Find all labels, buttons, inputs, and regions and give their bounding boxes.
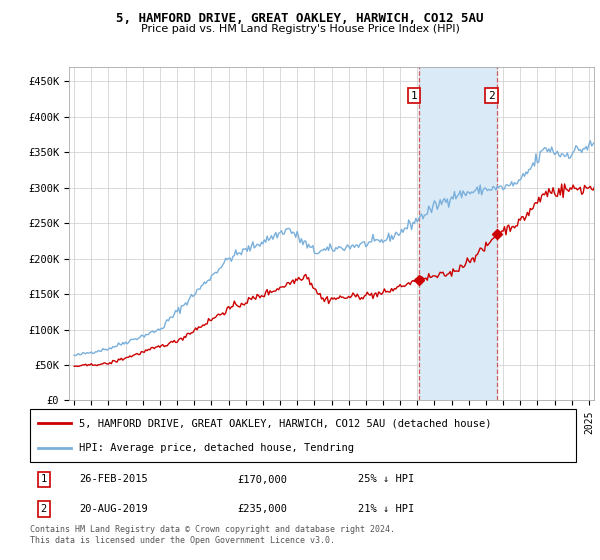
Text: £170,000: £170,000	[238, 474, 287, 484]
Text: Contains HM Land Registry data © Crown copyright and database right 2024.
This d: Contains HM Land Registry data © Crown c…	[30, 525, 395, 545]
Text: 1: 1	[411, 91, 418, 101]
Text: 2: 2	[488, 91, 495, 101]
Text: 2: 2	[41, 504, 47, 514]
Text: 20-AUG-2019: 20-AUG-2019	[79, 504, 148, 514]
Text: 1: 1	[41, 474, 47, 484]
Text: 26-FEB-2015: 26-FEB-2015	[79, 474, 148, 484]
Text: 5, HAMFORD DRIVE, GREAT OAKLEY, HARWICH, CO12 5AU: 5, HAMFORD DRIVE, GREAT OAKLEY, HARWICH,…	[116, 12, 484, 25]
Text: HPI: Average price, detached house, Tendring: HPI: Average price, detached house, Tend…	[79, 442, 354, 452]
Text: 21% ↓ HPI: 21% ↓ HPI	[358, 504, 414, 514]
Text: Price paid vs. HM Land Registry's House Price Index (HPI): Price paid vs. HM Land Registry's House …	[140, 24, 460, 34]
Bar	[419, 67, 497, 400]
Text: 5, HAMFORD DRIVE, GREAT OAKLEY, HARWICH, CO12 5AU (detached house): 5, HAMFORD DRIVE, GREAT OAKLEY, HARWICH,…	[79, 418, 491, 428]
Text: 25% ↓ HPI: 25% ↓ HPI	[358, 474, 414, 484]
Text: £235,000: £235,000	[238, 504, 287, 514]
